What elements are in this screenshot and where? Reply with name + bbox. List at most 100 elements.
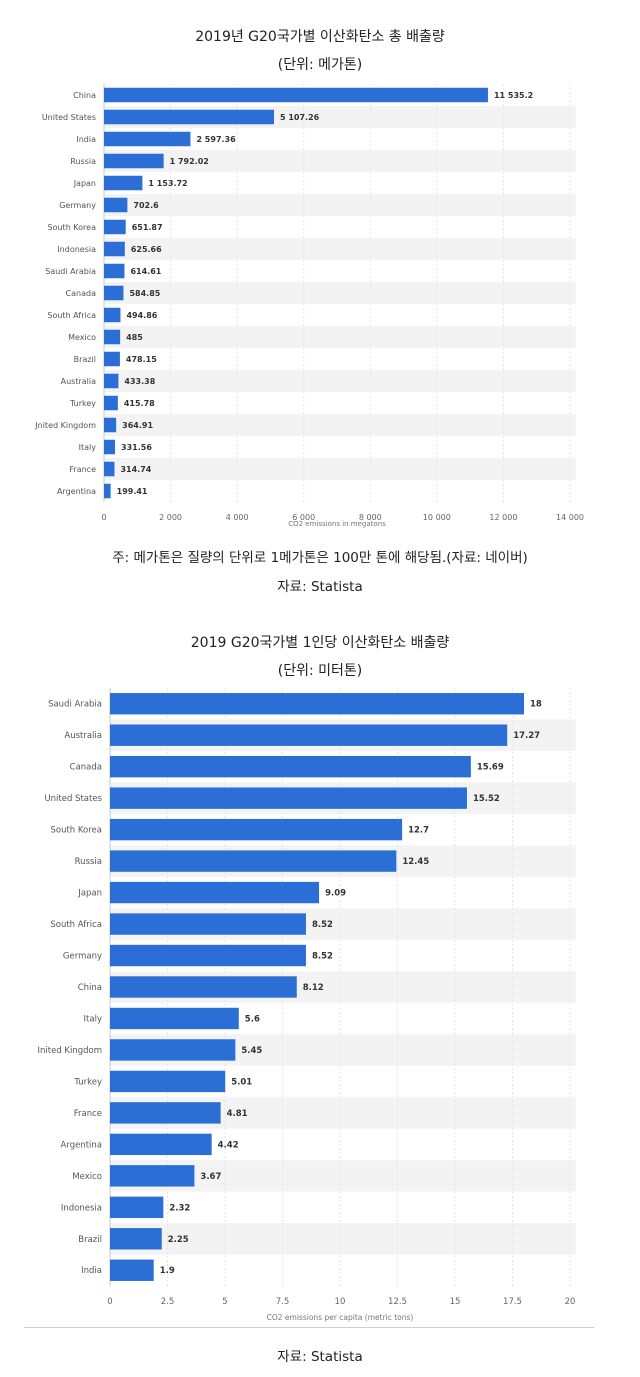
row-stripe <box>104 282 576 304</box>
category-label: India <box>81 1266 102 1276</box>
value-label: 614.61 <box>130 267 161 276</box>
tick-label: 12.5 <box>388 1297 407 1307</box>
category-label: Saudi Arabia <box>48 700 102 710</box>
value-label: 5 107.26 <box>280 113 320 122</box>
tick-label: 15 <box>450 1297 461 1307</box>
value-label: 1 792.02 <box>170 157 209 166</box>
category-label: Argentina <box>61 1140 102 1150</box>
tick-label: 20 <box>565 1297 576 1307</box>
value-label: 15.69 <box>477 763 504 773</box>
bar-south-africa <box>110 913 306 935</box>
bar-india <box>104 131 191 147</box>
category-label: Brazil <box>78 1235 102 1245</box>
chart2-title: 2019 G20국가별 1인당 이산화탄소 배출량 <box>190 635 450 651</box>
bar-turkey <box>110 1070 226 1093</box>
value-label: 5.45 <box>241 1046 262 1056</box>
category-label: Japan <box>77 889 102 899</box>
bar-turkey <box>104 395 118 411</box>
bar-italy <box>110 1007 239 1030</box>
category-label: Russia <box>75 857 102 867</box>
value-label: 2.25 <box>168 1235 189 1245</box>
row-stripe <box>104 326 576 348</box>
category-label: United States <box>42 113 96 122</box>
bar-south-korea <box>110 818 403 841</box>
value-label: 15.52 <box>473 794 500 804</box>
category-label: China <box>78 983 102 993</box>
x-axis-label: CO2 emissions per capita (metric tons) <box>267 1313 414 1322</box>
tick-label: 0 <box>107 1297 112 1307</box>
category-label: India <box>76 135 96 144</box>
bar-united-states <box>110 787 467 809</box>
value-label: 433.38 <box>124 377 155 386</box>
category-label: South Korea <box>48 223 97 232</box>
tick-label: 2 000 <box>159 513 182 522</box>
value-label: 17.27 <box>513 731 540 741</box>
row-stripe <box>110 1223 576 1255</box>
bar-japan <box>104 175 143 191</box>
bar-france <box>110 1102 221 1124</box>
category-label: Canada <box>70 763 102 773</box>
value-label: 651.87 <box>132 223 163 232</box>
tick-label: 10 000 <box>423 513 451 522</box>
category-label: France <box>74 1109 102 1119</box>
bar-canada <box>104 285 124 301</box>
bar-india <box>110 1259 154 1281</box>
category-label: Brazil <box>74 355 96 364</box>
bar-saudi-arabia <box>110 693 524 715</box>
category-label: France <box>69 465 96 474</box>
category-label: Turkey <box>69 399 96 408</box>
value-label: 485 <box>126 333 143 342</box>
value-label: 8.52 <box>312 952 333 962</box>
tick-label: 6 000 <box>292 513 315 522</box>
category-label: Russia <box>70 157 96 166</box>
divider <box>24 1327 594 1328</box>
bar-brazil <box>110 1228 162 1250</box>
x-axis-label: CO2 emissions in megatons <box>288 520 386 528</box>
tick-label: 0 <box>101 513 106 522</box>
value-label: 9.09 <box>325 889 346 899</box>
tick-label: 12 000 <box>489 513 517 522</box>
value-label: 2 597.36 <box>196 135 236 144</box>
value-label: 494.86 <box>126 311 157 320</box>
bar-brazil <box>104 351 120 367</box>
bar-germany <box>104 197 128 213</box>
bar-france <box>104 461 115 477</box>
chart1-note: 주: 메가톤은 질량의 단위로 1메가톤은 100만 톤에 해당됨.(자료: 네… <box>112 550 528 566</box>
bar-saudi-arabia <box>104 263 125 279</box>
tick-label: 17.5 <box>503 1297 522 1307</box>
value-label: 314.74 <box>120 465 151 474</box>
category-label: South Africa <box>50 920 102 930</box>
category-label: Indonesia <box>61 1203 102 1213</box>
bar-mexico <box>104 329 121 345</box>
value-label: 625.66 <box>131 245 162 254</box>
per-capita-emissions-bar-chart: Saudi Arabia 18 Australia 17.27 Canada 15.69 U… <box>37 688 576 1322</box>
value-label: 1.9 <box>160 1266 175 1276</box>
value-label: 12.7 <box>408 826 429 836</box>
chart1-source: 자료: Statista <box>277 579 363 595</box>
category-label: Japan <box>73 179 96 188</box>
category-label: Italy <box>79 443 97 452</box>
category-label: South Africa <box>47 311 96 320</box>
bar-germany <box>110 944 306 967</box>
value-label: 199.41 <box>117 487 148 496</box>
row-stripe <box>104 414 576 436</box>
bar-argentina <box>110 1133 212 1156</box>
value-label: 12.45 <box>402 857 429 867</box>
category-label: Argentina <box>57 487 96 496</box>
bar-australia <box>110 724 508 746</box>
row-stripe <box>104 238 576 260</box>
chart1-title: 2019년 G20국가별 이산화탄소 총 배출량 <box>195 29 445 45</box>
value-label: 2.32 <box>169 1203 190 1213</box>
row-stripe <box>104 370 576 392</box>
tick-label: 14 000 <box>556 513 584 522</box>
bar-canada <box>110 755 471 778</box>
value-label: 331.56 <box>121 443 152 452</box>
bar-china <box>104 87 488 103</box>
row-stripe <box>104 458 576 480</box>
value-label: 4.42 <box>218 1140 239 1150</box>
bar-jnited-kingdom <box>104 417 117 433</box>
category-label: South Korea <box>50 826 102 836</box>
tick-label: 5 <box>222 1297 227 1307</box>
category-label: Canada <box>66 289 97 298</box>
value-label: 1 153.72 <box>148 179 187 188</box>
